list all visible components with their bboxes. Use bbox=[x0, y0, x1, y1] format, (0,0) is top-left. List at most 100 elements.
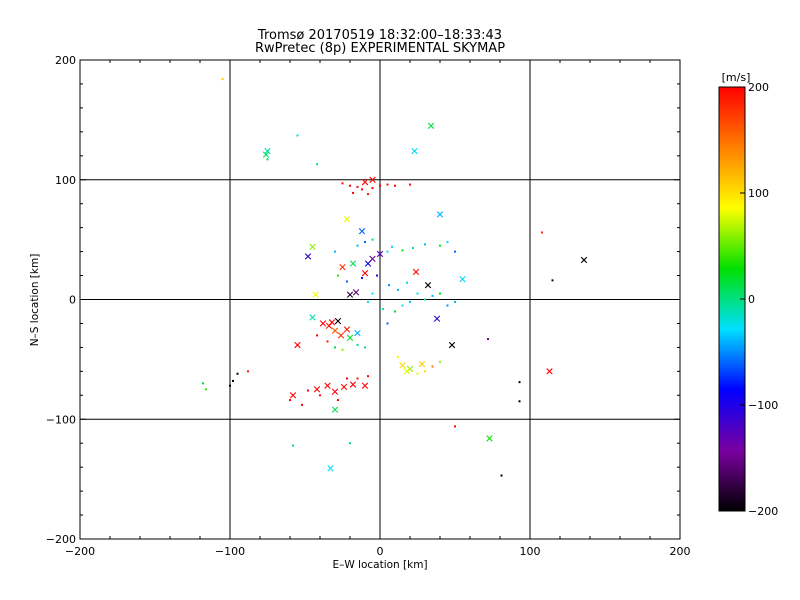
data-point-dot bbox=[356, 185, 359, 188]
x-tick-label: 200 bbox=[670, 545, 691, 558]
data-point-dot bbox=[292, 444, 294, 447]
data-point-dot bbox=[349, 184, 351, 187]
data-point-dot bbox=[424, 243, 426, 246]
data-point-x bbox=[331, 388, 339, 395]
colorbar-tick-label: 100 bbox=[748, 187, 769, 200]
data-point-dot bbox=[391, 245, 393, 248]
data-point-dot bbox=[424, 370, 426, 373]
data-point-dot bbox=[382, 308, 384, 311]
y-axis-label: N–S location [km] bbox=[29, 254, 41, 347]
data-point-dot bbox=[388, 284, 390, 287]
data-point-dot bbox=[346, 377, 348, 380]
data-point-x bbox=[343, 326, 351, 333]
data-point-dot bbox=[409, 183, 411, 186]
data-point-dot bbox=[367, 193, 369, 196]
data-point-dot bbox=[379, 184, 381, 187]
data-point-x bbox=[369, 176, 376, 183]
data-point-x bbox=[361, 269, 369, 277]
data-point-dot bbox=[424, 298, 426, 301]
data-point-dot bbox=[412, 247, 414, 250]
data-point-dot bbox=[341, 182, 344, 185]
data-point-dot bbox=[349, 442, 351, 445]
data-point-x bbox=[309, 314, 316, 321]
y-tick-label: 100 bbox=[55, 174, 76, 187]
data-point-dot bbox=[356, 344, 359, 347]
data-point-dot bbox=[386, 322, 389, 325]
data-point-dot bbox=[406, 281, 408, 284]
data-point-x bbox=[294, 341, 301, 349]
data-point-x bbox=[264, 147, 271, 155]
colorbar-tick-label: −100 bbox=[748, 399, 778, 412]
data-point-dot bbox=[352, 191, 354, 194]
data-point-dot bbox=[394, 184, 396, 187]
data-point-x bbox=[459, 275, 466, 283]
data-point-dot bbox=[202, 382, 204, 385]
data-point-x bbox=[546, 368, 553, 375]
data-point-dot bbox=[541, 231, 543, 234]
data-point-dot bbox=[341, 348, 344, 351]
data-point-x bbox=[262, 151, 270, 158]
data-point-dot bbox=[371, 292, 374, 295]
data-point-dot bbox=[316, 334, 318, 337]
data-point-dot bbox=[316, 163, 318, 166]
data-point-x bbox=[448, 341, 456, 349]
data-point-x bbox=[361, 382, 369, 389]
data-point-dot bbox=[401, 249, 404, 252]
data-point-x bbox=[309, 243, 316, 250]
data-point-dot bbox=[236, 372, 239, 375]
data-point-dot bbox=[364, 346, 366, 349]
data-point-dot bbox=[409, 300, 411, 303]
x-tick-label: 0 bbox=[377, 545, 384, 558]
data-point-dot bbox=[454, 250, 456, 253]
data-point-x bbox=[346, 334, 354, 342]
data-point-x bbox=[349, 260, 357, 267]
data-point-x bbox=[433, 315, 441, 322]
data-point-dot bbox=[376, 274, 378, 277]
data-points bbox=[202, 78, 588, 477]
data-point-x bbox=[327, 465, 334, 472]
data-point-x bbox=[436, 211, 444, 218]
data-point-dot bbox=[487, 338, 489, 341]
data-point-dot bbox=[232, 379, 234, 382]
x-axis-label: E–W location [km] bbox=[332, 559, 427, 571]
y-tick-label: −200 bbox=[46, 533, 76, 546]
chart-title: Tromsø 20170519 18:32:00–18:33:43 bbox=[257, 28, 502, 43]
chart-subtitle: RwPretec (8p) EXPERIMENTAL SKYMAP bbox=[255, 41, 505, 56]
data-point-dot bbox=[319, 394, 321, 397]
data-point-dot bbox=[386, 250, 389, 253]
data-point-x bbox=[304, 253, 312, 260]
data-point-x bbox=[412, 268, 420, 276]
x-tick-label: −100 bbox=[215, 545, 245, 558]
data-point-dot bbox=[367, 300, 369, 303]
data-point-dot bbox=[229, 384, 231, 387]
data-point-dot bbox=[296, 134, 299, 137]
colorbar-tick-label: −200 bbox=[748, 505, 778, 518]
data-point-x bbox=[312, 291, 319, 298]
x-tick-label: 100 bbox=[520, 545, 541, 558]
data-point-x bbox=[399, 362, 406, 369]
data-point-x bbox=[337, 332, 345, 339]
data-point-x bbox=[418, 360, 426, 368]
data-point-dot bbox=[500, 474, 503, 477]
data-point-x bbox=[331, 406, 339, 413]
data-point-dot bbox=[431, 294, 434, 297]
data-point-x bbox=[324, 382, 331, 389]
data-point-dot bbox=[205, 388, 207, 391]
data-point-dot bbox=[334, 250, 336, 253]
data-point-dot bbox=[446, 304, 449, 307]
data-point-dot bbox=[518, 400, 521, 403]
data-point-x bbox=[339, 263, 346, 271]
data-point-dot bbox=[364, 241, 366, 244]
data-point-dot bbox=[431, 365, 434, 368]
data-point-x bbox=[358, 228, 366, 235]
data-point-dot bbox=[518, 381, 521, 384]
data-point-x bbox=[361, 178, 369, 186]
data-point-dot bbox=[416, 372, 419, 375]
data-point-dot bbox=[394, 310, 396, 313]
data-point-dot bbox=[301, 403, 303, 406]
data-point-dot bbox=[334, 346, 336, 349]
data-point-dot bbox=[247, 370, 249, 373]
x-tick-label: −200 bbox=[65, 545, 95, 558]
data-point-dot bbox=[454, 300, 456, 303]
